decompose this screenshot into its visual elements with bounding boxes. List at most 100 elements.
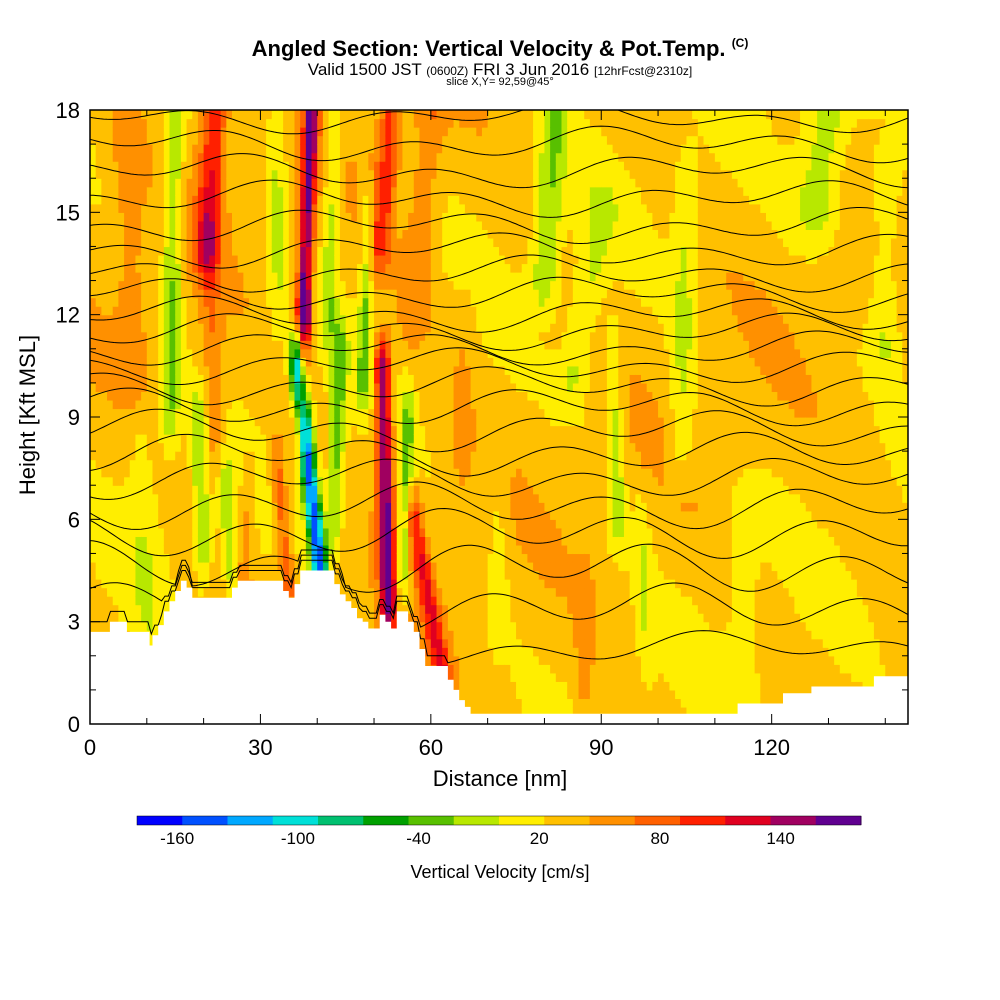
velocity-cell — [300, 161, 307, 171]
velocity-cell — [209, 374, 216, 384]
velocity-cell — [374, 348, 381, 358]
velocity-cell — [232, 527, 239, 537]
velocity-cell — [266, 553, 273, 563]
velocity-cell — [232, 561, 239, 572]
velocity-cell — [209, 510, 216, 520]
velocity-cell — [453, 374, 460, 384]
velocity-cell — [260, 570, 267, 580]
velocity-cell — [442, 374, 449, 384]
velocity-cell — [476, 587, 483, 597]
velocity-cell — [90, 144, 97, 154]
velocity-cell — [374, 391, 381, 401]
velocity-cell — [322, 110, 330, 120]
velocity-cell — [442, 169, 449, 179]
velocity-cell — [345, 374, 352, 384]
velocity-cell — [447, 391, 455, 401]
velocity-cell — [158, 237, 165, 248]
velocity-cell — [379, 570, 386, 580]
velocity-cell — [391, 289, 398, 299]
velocity-cell — [283, 417, 290, 427]
velocity-cell — [192, 237, 199, 248]
velocity-cell — [283, 536, 290, 546]
velocity-cell — [186, 553, 193, 563]
velocity-cell — [163, 442, 171, 452]
velocity-cell — [356, 178, 364, 188]
velocity-cell — [442, 348, 449, 358]
velocity-cell — [107, 118, 114, 128]
velocity-cell — [180, 417, 188, 427]
velocity-cell — [163, 306, 171, 316]
velocity-cell — [141, 127, 148, 137]
velocity-cell — [169, 553, 176, 563]
velocity-cell — [328, 561, 335, 572]
velocity-cell — [300, 561, 307, 572]
velocity-cell — [476, 621, 483, 631]
velocity-cell — [464, 144, 472, 154]
velocity-cell — [339, 144, 347, 154]
velocity-cell — [95, 604, 102, 614]
velocity-cell — [459, 246, 466, 256]
velocity-cell — [175, 254, 182, 265]
velocity-cell — [385, 110, 392, 120]
velocity-cell — [391, 340, 398, 350]
velocity-cell — [419, 638, 426, 648]
velocity-cell — [237, 144, 244, 154]
velocity-cell — [391, 502, 398, 512]
velocity-cell — [197, 161, 205, 171]
velocity-cell — [288, 476, 296, 486]
velocity-cell — [163, 229, 171, 239]
velocity-cell — [232, 263, 239, 273]
velocity-cell — [203, 357, 210, 367]
velocity-cell — [203, 570, 210, 580]
velocity-cell — [305, 553, 313, 563]
velocity-cell — [237, 510, 244, 520]
velocity-cell — [470, 186, 477, 196]
velocity-cell — [271, 451, 279, 461]
velocity-cell — [214, 348, 222, 358]
velocity-cell — [396, 451, 404, 461]
velocity-cell — [476, 237, 483, 248]
velocity-cell — [362, 195, 369, 205]
velocity-cell — [101, 536, 108, 546]
velocity-cell — [249, 476, 256, 486]
velocity-cell — [163, 323, 171, 333]
velocity-cell — [379, 263, 386, 273]
velocity-cell — [288, 536, 296, 546]
velocity-cell — [146, 391, 154, 401]
velocity-cell — [436, 391, 443, 401]
velocity-cell — [209, 212, 216, 222]
velocity-cell — [339, 280, 347, 290]
velocity-cell — [294, 280, 301, 290]
velocity-cell — [351, 485, 358, 495]
velocity-cell — [481, 621, 489, 631]
velocity-cell — [90, 110, 97, 120]
velocity-cell — [107, 229, 114, 239]
velocity-cell — [408, 544, 415, 555]
velocity-cell — [294, 237, 301, 248]
velocity-cell — [396, 442, 404, 452]
velocity-cell — [442, 152, 449, 162]
velocity-cell — [328, 144, 335, 154]
velocity-cell — [470, 331, 477, 341]
velocity-cell — [90, 374, 97, 384]
velocity-cell — [436, 613, 443, 623]
velocity-cell — [396, 263, 404, 273]
velocity-cell — [112, 451, 119, 461]
velocity-cell — [391, 519, 398, 529]
velocity-cell — [226, 391, 233, 401]
velocity-cell — [192, 519, 199, 529]
velocity-cell — [101, 127, 108, 137]
velocity-cell — [425, 246, 432, 256]
velocity-cell — [146, 621, 154, 631]
velocity-cell — [237, 502, 244, 512]
velocity-cell — [413, 587, 421, 597]
velocity-cell — [214, 220, 222, 230]
velocity-cell — [351, 357, 358, 367]
velocity-cell — [334, 476, 341, 486]
velocity-cell — [277, 561, 284, 572]
velocity-cell — [112, 297, 119, 307]
velocity-cell — [95, 596, 102, 606]
velocity-cell — [277, 544, 284, 555]
velocity-cell — [158, 246, 165, 256]
velocity-cell — [226, 544, 233, 555]
